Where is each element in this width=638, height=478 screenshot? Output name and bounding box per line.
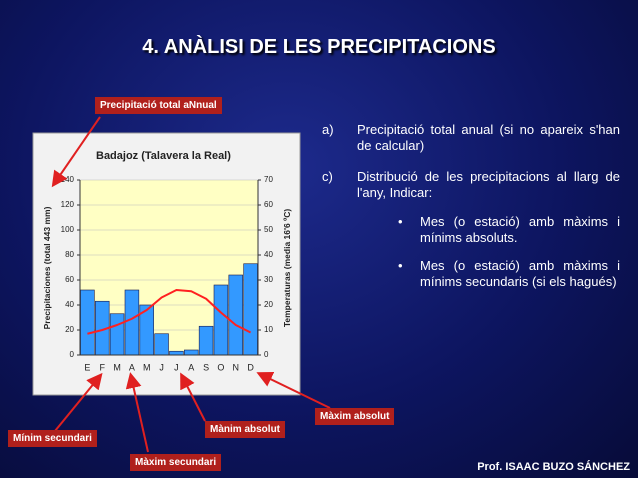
- y-tick-label: 120: [61, 200, 75, 209]
- bar: [80, 289, 95, 356]
- y2-axis-label: Temperaturas (media 16'6 ºC): [282, 209, 292, 328]
- y2-tick-label: 50: [264, 225, 273, 234]
- bar: [184, 349, 199, 356]
- x-tick-label: E: [84, 362, 90, 372]
- y2-tick-label: 40: [264, 250, 273, 259]
- bar: [213, 284, 229, 356]
- callout: Mínim secundari: [8, 430, 97, 447]
- item-text: Distribució de les precipitacions al lla…: [357, 169, 620, 200]
- y-tick-label: 20: [65, 325, 74, 334]
- bullet-text: Mes (o estació) amb màxims i mínims abso…: [420, 214, 620, 245]
- y-tick-label: 80: [65, 250, 74, 259]
- y2-tick-label: 60: [264, 200, 273, 209]
- callout: Màxim secundari: [130, 454, 222, 471]
- bar: [228, 274, 243, 356]
- temperature-line: [87, 289, 252, 335]
- item-marker: c): [322, 169, 333, 184]
- bar: [109, 313, 125, 356]
- x-tick-label: D: [247, 362, 254, 372]
- y2-tick-label: 20: [264, 300, 273, 309]
- x-tick-label: F: [100, 362, 106, 372]
- y2-tick-label: 70: [264, 175, 273, 184]
- footer: Prof. ISAAC BUZO SÁNCHEZ: [477, 461, 630, 473]
- bar: [198, 325, 214, 356]
- callout: Precipitació total aNnual: [95, 97, 222, 114]
- x-tick-label: S: [203, 362, 209, 372]
- slide-title: 4. ANÀLISI DE LES PRECIPITACIONS: [142, 36, 496, 58]
- bullet-text: Mes (o estació) amb màxims i mínims secu…: [420, 258, 620, 289]
- bar: [154, 333, 169, 356]
- callout: Màxim absolut: [315, 408, 395, 425]
- plot-area: [80, 180, 258, 355]
- y-tick-label: 0: [70, 350, 75, 359]
- x-tick-label: J: [159, 362, 164, 372]
- x-tick-label: J: [174, 362, 179, 372]
- item-text: Precipitació total anual (si no apareix …: [357, 122, 620, 153]
- callout: Mànim absolut: [205, 421, 286, 438]
- x-tick-label: N: [233, 362, 240, 372]
- x-tick-label: A: [188, 362, 194, 372]
- bar: [169, 350, 184, 356]
- y2-tick-label: 10: [264, 325, 273, 334]
- y-tick-label: 100: [61, 225, 75, 234]
- chart-title: Badajoz (Talavera la Real): [96, 150, 231, 162]
- bullet-marker: •: [398, 258, 403, 273]
- arrows: [51, 116, 331, 453]
- y-axis-label: Precipitaciones (total 443 mm): [42, 206, 52, 329]
- bullet-marker: •: [398, 214, 403, 229]
- y2-tick-label: 30: [264, 275, 273, 284]
- x-tick-label: M: [143, 362, 151, 372]
- x-tick-label: O: [217, 362, 224, 372]
- y2-tick-label: 0: [264, 350, 269, 359]
- y-tick-label: 60: [65, 275, 74, 284]
- y-tick-label: 40: [65, 300, 74, 309]
- x-tick-label: A: [129, 362, 135, 372]
- item-marker: a): [322, 122, 334, 137]
- x-tick-label: M: [113, 362, 121, 372]
- y-tick-label: 140: [61, 175, 75, 184]
- bar: [243, 263, 258, 356]
- bar: [124, 289, 140, 356]
